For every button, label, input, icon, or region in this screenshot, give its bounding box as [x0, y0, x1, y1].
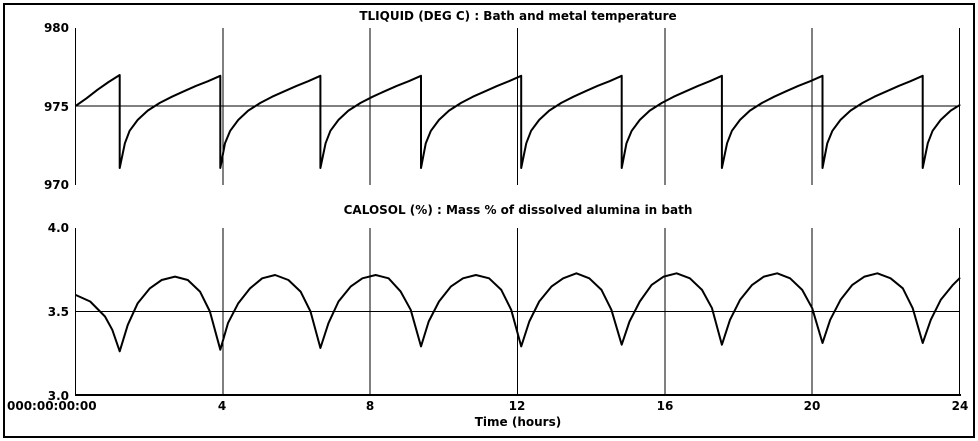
tliquid-plot-area	[75, 28, 961, 185]
plot-window-content: TLIQUID (DEG C) : Bath and metal tempera…	[5, 5, 973, 436]
tliquid-ytick-980: 980	[43, 21, 69, 35]
x-tick-12: 12	[508, 399, 526, 413]
calosol-chart-title: CALOSOL (%) : Mass % of dissolved alumin…	[343, 203, 693, 217]
calosol-ytick-4.0: 4.0	[47, 221, 69, 235]
x-axis-title: Time (hours)	[474, 415, 562, 429]
calosol-ytick-3.5: 3.5	[47, 305, 69, 319]
calosol-ytick-3.0: 3.0	[47, 389, 69, 403]
x-origin-label: 000:00:00:00	[7, 399, 97, 413]
x-tick-8: 8	[365, 399, 375, 413]
x-tick-20: 20	[803, 399, 821, 413]
tliquid-chart-title: TLIQUID (DEG C) : Bath and metal tempera…	[359, 9, 677, 23]
x-tick-24: 24	[951, 399, 969, 413]
calosol-plot-area	[75, 228, 961, 396]
x-tick-4: 4	[217, 399, 227, 413]
tliquid-ytick-970: 970	[43, 178, 69, 192]
plot-window-frame: TLIQUID (DEG C) : Bath and metal tempera…	[3, 3, 975, 438]
tliquid-ytick-975: 975	[43, 100, 69, 114]
x-tick-16: 16	[656, 399, 674, 413]
